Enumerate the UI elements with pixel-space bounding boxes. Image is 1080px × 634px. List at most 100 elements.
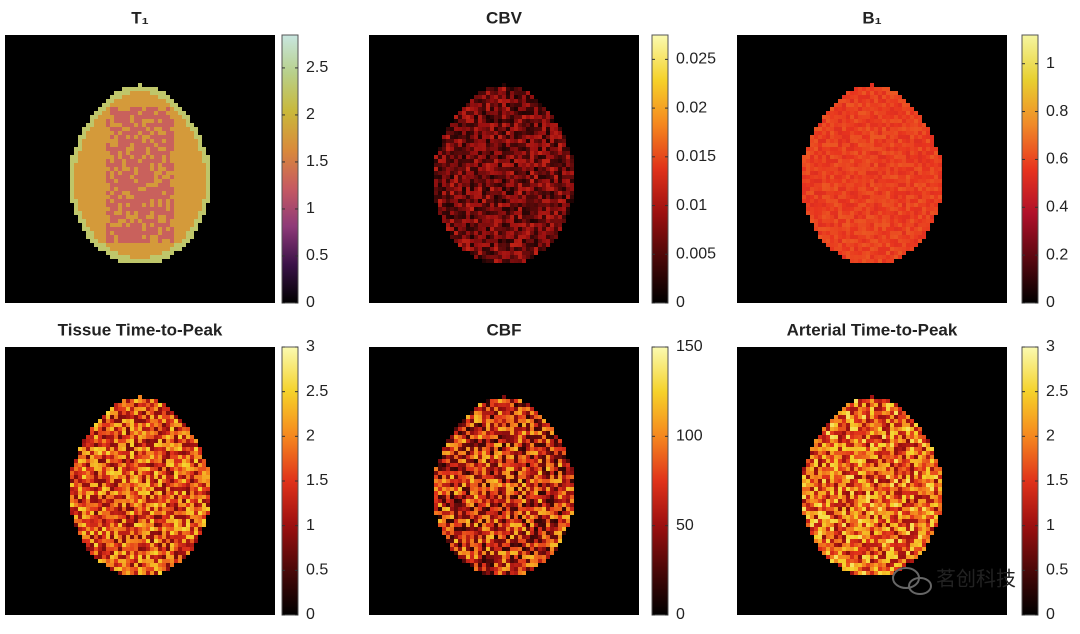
pixel (154, 131, 158, 135)
pixel (178, 475, 182, 479)
pixel (846, 199, 850, 203)
pixel (846, 143, 850, 147)
pixel (830, 127, 834, 131)
pixel (178, 171, 182, 175)
pixel (458, 555, 462, 559)
pixel (454, 471, 458, 475)
pixel (130, 131, 134, 135)
pixel (82, 495, 86, 499)
pixel (518, 459, 522, 463)
pixel (182, 483, 186, 487)
pixel (178, 471, 182, 475)
pixel (902, 199, 906, 203)
pixel (166, 555, 170, 559)
pixel (558, 455, 562, 459)
pixel (834, 227, 838, 231)
pixel (110, 467, 114, 471)
pixel (522, 455, 526, 459)
pixel (162, 567, 166, 571)
pixel (454, 507, 458, 511)
pixel (130, 255, 134, 259)
pixel (870, 115, 874, 119)
pixel (98, 551, 102, 555)
pixel (134, 251, 138, 255)
pixel (118, 123, 122, 127)
pixel (130, 467, 134, 471)
pixel (842, 175, 846, 179)
pixel (106, 183, 110, 187)
pixel (902, 207, 906, 211)
pixel (118, 255, 122, 259)
pixel (474, 467, 478, 471)
pixel (178, 179, 182, 183)
pixel (822, 191, 826, 195)
pixel (98, 435, 102, 439)
pixel (106, 543, 110, 547)
pixel (502, 435, 506, 439)
pixel (550, 503, 554, 507)
pixel (882, 123, 886, 127)
pixel (854, 219, 858, 223)
pixel (194, 171, 198, 175)
pixel (854, 87, 858, 91)
pixel (114, 455, 118, 459)
pixel (118, 503, 122, 507)
pixel (166, 487, 170, 491)
pixel (842, 187, 846, 191)
pixel (558, 443, 562, 447)
pixel (74, 151, 78, 155)
pixel (114, 231, 118, 235)
pixel (110, 203, 114, 207)
pixel (130, 423, 134, 427)
pixel (478, 547, 482, 551)
pixel (886, 167, 890, 171)
pixel (554, 547, 558, 551)
pixel (134, 463, 138, 467)
pixel (902, 183, 906, 187)
pixel (110, 195, 114, 199)
pixel (138, 207, 142, 211)
pixel (910, 159, 914, 163)
pixel (850, 163, 854, 167)
pixel (530, 479, 534, 483)
pixel (510, 487, 514, 491)
pixel (490, 499, 494, 503)
pixel (158, 559, 162, 563)
pixel (906, 239, 910, 243)
pixel (446, 479, 450, 483)
pixel (206, 499, 210, 503)
pixel (74, 171, 78, 175)
pixel (142, 559, 146, 563)
pixel (810, 183, 814, 187)
pixel (154, 231, 158, 235)
pixel (854, 99, 858, 103)
pixel (82, 203, 86, 207)
pixel (86, 131, 90, 135)
pixel (510, 443, 514, 447)
pixel (506, 467, 510, 471)
pixel (470, 503, 474, 507)
pixel (142, 439, 146, 443)
pixel (458, 475, 462, 479)
pixel (98, 211, 102, 215)
pixel (870, 83, 874, 87)
pixel (486, 455, 490, 459)
pixel (546, 447, 550, 451)
pixel (110, 507, 114, 511)
pixel (814, 187, 818, 191)
pixel (438, 523, 442, 527)
pixel (826, 155, 830, 159)
colorbar-tick-label: 2 (306, 106, 315, 123)
pixel (150, 115, 154, 119)
pixel (894, 123, 898, 127)
pixel (902, 235, 906, 239)
pixel (82, 523, 86, 527)
pixel (442, 523, 446, 527)
pixel (150, 231, 154, 235)
colorbar-tick-label: 1 (306, 517, 315, 534)
pixel (474, 567, 478, 571)
pixel (138, 511, 142, 515)
pixel (162, 135, 166, 139)
pixel (850, 219, 854, 223)
pixel (190, 451, 194, 455)
